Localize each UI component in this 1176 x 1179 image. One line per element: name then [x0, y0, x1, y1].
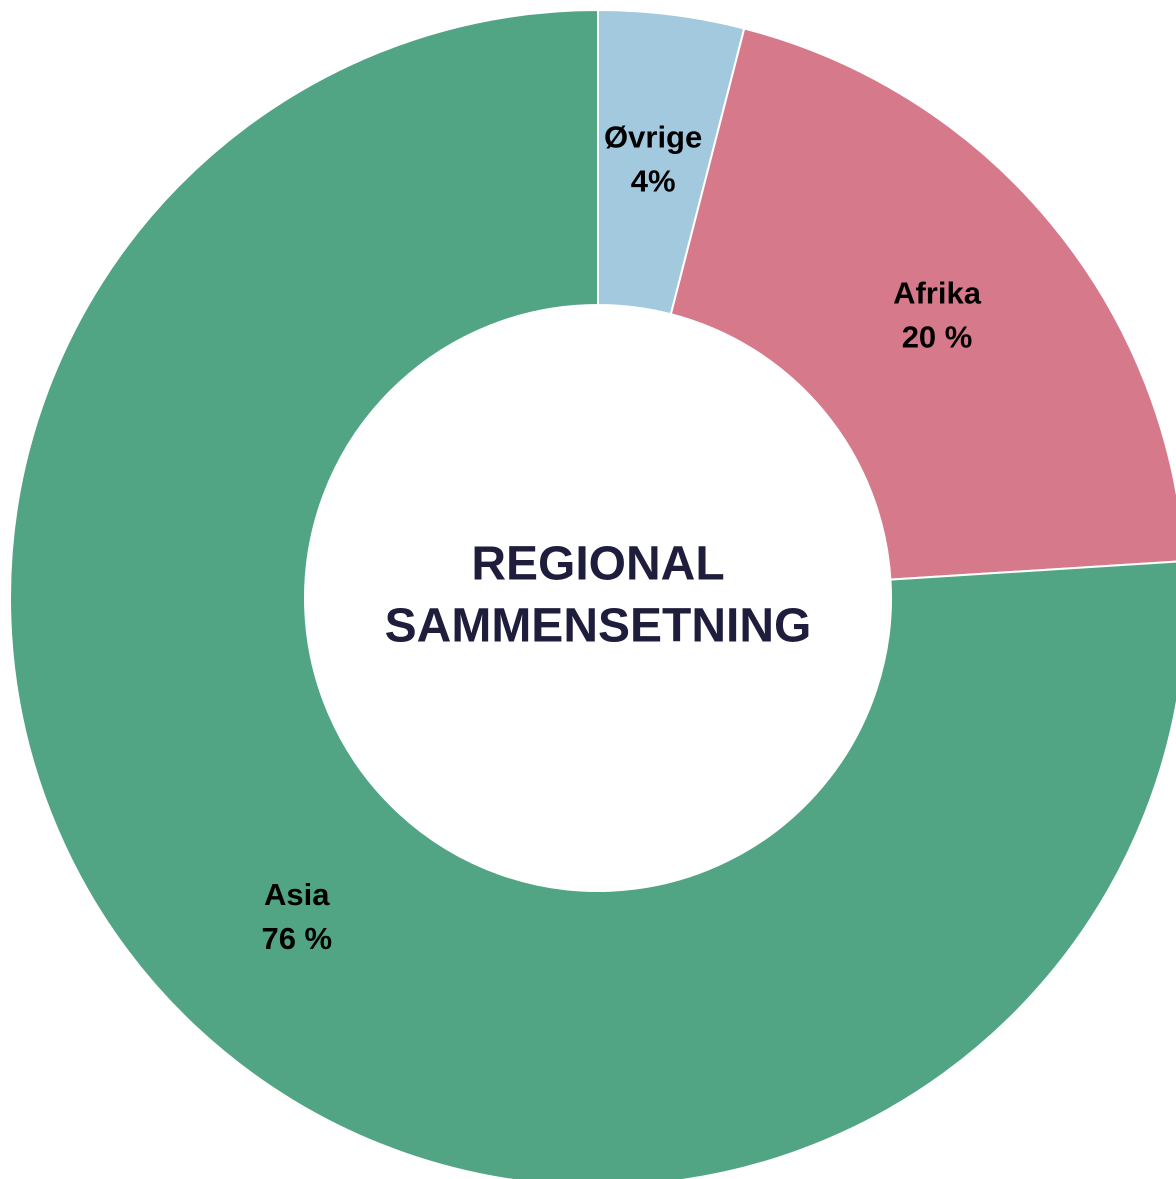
slice-name: Asia: [264, 877, 330, 912]
slice-value-label: 4%: [631, 164, 676, 199]
slice-name: Øvrige: [604, 120, 702, 155]
pie-slice: [9, 8, 1176, 1179]
pie-slice: [669, 27, 1176, 581]
slice-value-label: 76 %: [261, 921, 332, 956]
center-title: REGIONAL: [471, 538, 724, 591]
slice-value-label: 20 %: [902, 320, 973, 355]
slice-name: Afrika: [893, 276, 982, 311]
center-title: SAMMENSETNING: [385, 600, 812, 653]
